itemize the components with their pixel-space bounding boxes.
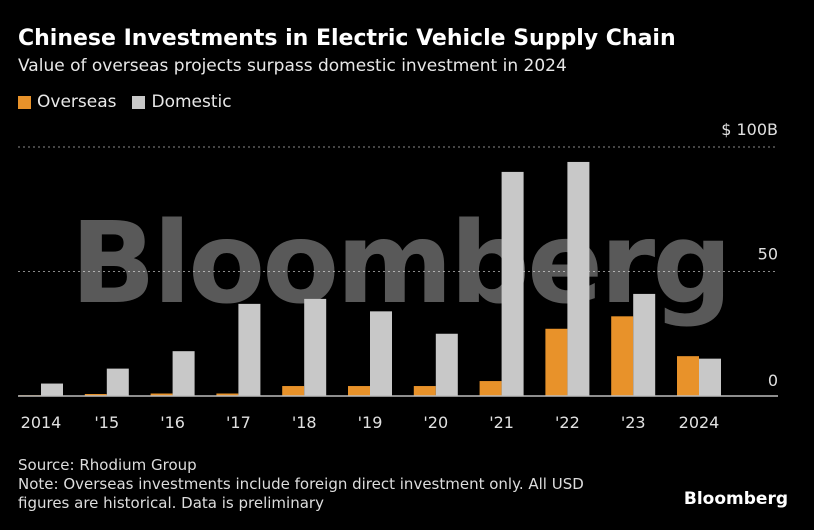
legend-item-overseas: Overseas xyxy=(18,92,116,112)
y-tick-label: 50 xyxy=(758,245,778,264)
legend-swatch-domestic xyxy=(132,95,146,109)
bar-domestic xyxy=(41,383,63,396)
bar-domestic xyxy=(633,293,656,396)
legend-item-domestic: Domestic xyxy=(132,92,232,112)
x-tick-label: '15 xyxy=(94,413,119,432)
bar-domestic xyxy=(304,298,327,396)
x-tick-label: '20 xyxy=(423,413,448,432)
axes: 0 50 $ 100B 2014 '15 '16 '17 '18 '19 '20 '21 '22 '23… xyxy=(18,120,778,432)
legend-swatch-overseas xyxy=(18,95,31,109)
bar-domestic xyxy=(435,333,458,396)
gridlines xyxy=(18,146,778,272)
bar-overseas xyxy=(611,316,634,396)
x-tick-label: '17 xyxy=(226,413,251,432)
bar-overseas xyxy=(150,393,173,396)
bar-overseas xyxy=(84,394,107,396)
bar-overseas xyxy=(677,356,699,396)
legend: Overseas Domestic xyxy=(18,92,248,112)
bar-overseas xyxy=(282,386,305,396)
bar-domestic xyxy=(501,171,524,396)
bloomberg-logo: Bloomberg xyxy=(683,489,788,509)
watermark: Bloomberg xyxy=(71,199,733,329)
y-tick-label: 0 xyxy=(768,371,778,390)
y-tick-label: $ 100B xyxy=(721,120,778,139)
footer-notes: Source: Rhodium Group Note: Overseas inv… xyxy=(18,456,584,513)
legend-label-overseas: Overseas xyxy=(37,92,117,112)
bar-domestic xyxy=(238,303,261,396)
chart-title: Chinese Investments in Electric Vehicle … xyxy=(18,26,676,51)
bar-domestic xyxy=(699,358,721,396)
bar-domestic xyxy=(370,311,392,396)
bar-overseas xyxy=(348,386,370,396)
bar-overseas xyxy=(413,386,436,396)
bloomberg-watermark-text: Bloomberg xyxy=(71,199,730,329)
x-tick-label: '19 xyxy=(358,413,383,432)
bar-domestic xyxy=(567,161,590,396)
bar-overseas xyxy=(216,393,239,396)
legend-label-domestic: Domestic xyxy=(151,92,232,112)
x-tick-label: '16 xyxy=(160,413,185,432)
x-tick-label: 2024 xyxy=(679,413,720,432)
source-text: Source: Rhodium Group xyxy=(18,456,197,474)
chart-subtitle: Value of overseas projects surpass domes… xyxy=(18,56,567,76)
note-text-line-2: figures are historical. Data is prelimin… xyxy=(18,494,324,512)
bar-domestic xyxy=(172,351,195,396)
bar-overseas xyxy=(479,381,502,396)
x-tick-label: '21 xyxy=(489,413,514,432)
x-tick-label: '22 xyxy=(555,413,580,432)
bars xyxy=(19,161,721,396)
x-tick-label: '18 xyxy=(292,413,317,432)
note-text-line-1: Note: Overseas investments include forei… xyxy=(18,475,584,493)
bar-overseas xyxy=(545,328,568,396)
bar-domestic xyxy=(106,368,129,396)
x-tick-label: '23 xyxy=(621,413,646,432)
x-tick-label: 2014 xyxy=(21,413,62,432)
